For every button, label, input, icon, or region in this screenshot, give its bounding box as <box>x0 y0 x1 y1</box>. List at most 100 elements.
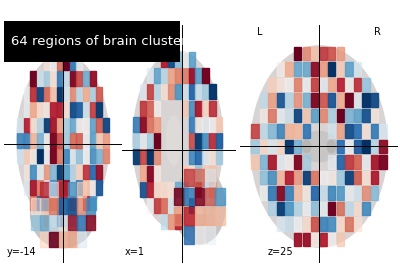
Bar <box>268 78 276 91</box>
Bar <box>188 214 195 229</box>
Bar <box>83 118 89 132</box>
Ellipse shape <box>133 52 223 230</box>
Bar <box>90 102 96 117</box>
Bar <box>57 87 63 101</box>
Bar <box>63 71 69 85</box>
Bar <box>268 109 276 122</box>
Bar <box>328 62 336 76</box>
Bar <box>83 196 89 210</box>
Bar <box>90 165 96 179</box>
Bar <box>50 180 56 195</box>
Bar <box>59 232 67 247</box>
Bar <box>70 165 76 179</box>
Bar <box>154 68 160 83</box>
Bar <box>57 180 63 195</box>
Bar <box>205 207 215 225</box>
Bar <box>76 102 82 117</box>
Bar <box>362 140 370 153</box>
Bar <box>302 186 310 200</box>
Bar <box>294 78 301 91</box>
Bar <box>286 217 293 231</box>
Bar <box>320 202 327 215</box>
Bar <box>345 109 352 122</box>
Bar <box>188 149 195 164</box>
Bar <box>24 134 30 148</box>
Bar <box>196 198 202 213</box>
Bar <box>337 47 344 60</box>
Bar <box>50 87 56 101</box>
Bar <box>302 202 310 215</box>
Bar <box>345 78 352 91</box>
Bar <box>328 233 336 246</box>
Bar <box>50 134 56 148</box>
Bar <box>59 215 67 230</box>
Bar <box>184 188 194 206</box>
Bar <box>76 149 82 164</box>
Bar <box>277 217 284 231</box>
Bar <box>209 133 216 148</box>
Bar <box>286 109 293 122</box>
Bar <box>320 186 327 200</box>
Bar <box>286 140 293 153</box>
Bar <box>302 109 310 122</box>
Bar <box>196 85 202 99</box>
Bar <box>354 217 361 231</box>
Bar <box>182 52 188 67</box>
Bar <box>182 68 188 83</box>
Bar <box>57 196 63 210</box>
Bar <box>154 182 160 197</box>
Bar <box>49 182 58 197</box>
Bar <box>147 198 154 213</box>
Bar <box>90 180 96 195</box>
Text: z=25: z=25 <box>267 248 293 258</box>
Bar <box>202 198 209 213</box>
Bar <box>103 118 109 132</box>
Bar <box>86 215 95 230</box>
Bar <box>168 68 174 83</box>
Bar <box>44 102 50 117</box>
Bar <box>251 155 259 169</box>
Bar <box>216 149 222 164</box>
Bar <box>362 78 370 91</box>
Bar <box>154 101 160 116</box>
Bar <box>44 71 50 85</box>
Bar <box>371 109 378 122</box>
Bar <box>168 52 174 67</box>
Bar <box>168 85 174 99</box>
Bar <box>83 149 89 164</box>
Bar <box>195 226 204 244</box>
Text: x=1: x=1 <box>125 247 145 257</box>
Bar <box>294 62 301 76</box>
Bar <box>30 149 36 164</box>
Bar <box>77 198 86 214</box>
Bar <box>77 182 86 197</box>
Bar <box>302 124 310 138</box>
Bar <box>311 171 318 184</box>
Ellipse shape <box>53 132 73 158</box>
Bar <box>76 87 82 101</box>
Bar <box>147 101 154 116</box>
Bar <box>44 149 50 164</box>
Bar <box>57 134 63 148</box>
Bar <box>96 87 102 101</box>
Bar <box>188 182 195 197</box>
Bar <box>202 165 209 181</box>
Bar <box>216 117 222 132</box>
Bar <box>70 149 76 164</box>
Bar <box>188 85 195 99</box>
Bar <box>371 93 378 107</box>
Bar <box>161 85 167 99</box>
Bar <box>209 101 216 116</box>
Bar <box>96 149 102 164</box>
Bar <box>277 186 284 200</box>
Bar <box>90 87 96 101</box>
Bar <box>202 182 209 197</box>
Bar <box>96 102 102 117</box>
Bar <box>96 118 102 132</box>
Bar <box>251 124 259 138</box>
Bar <box>24 149 30 164</box>
Bar <box>182 101 188 116</box>
Bar <box>337 78 344 91</box>
Bar <box>294 109 301 122</box>
Bar <box>68 198 77 214</box>
